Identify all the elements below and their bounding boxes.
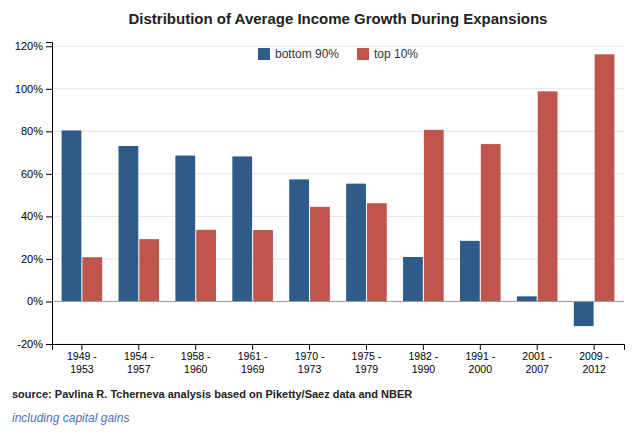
y-tick-mark [46,216,52,217]
x-tick-label: 2009 -2012 [579,350,609,374]
bar [196,230,216,302]
y-tick-mark [46,259,52,260]
x-tick-mark [537,344,538,350]
y-axis-line [46,43,53,345]
y-tick: 100% [15,83,52,95]
series [62,130,594,326]
annotation: including capital gains [12,411,129,425]
y-tick-mark [46,46,52,47]
bar [310,207,330,302]
x-tick-label: 1954 -1957 [124,350,154,374]
x-tick-mark [138,344,139,350]
x-tick: 2009 -2012 [579,344,609,375]
annotation: source: Pavlina R. Tcherneva analysis ba… [12,388,412,400]
y-tick-mark [46,344,52,345]
legend-swatch [258,48,270,60]
legend: bottom 90% top 10% [258,47,418,61]
x-tick-label: 1958 -1960 [181,350,211,374]
legend-label: bottom 90% [275,47,339,61]
bar [139,239,159,301]
bar [481,144,501,301]
bar [460,241,480,302]
bar [517,296,537,301]
bar [289,179,309,301]
y-tick-label: 60% [21,168,43,180]
x-tick-mark [195,344,196,350]
x-tick-mark [252,344,253,350]
title: Distribution of Average Income Growth Du… [129,10,548,27]
bar [367,203,387,301]
x-tick: 2001 -2007 [522,344,552,375]
bar [538,91,558,301]
legend-label: top 10% [374,47,418,61]
y-tick: -20% [17,338,52,350]
x-tick-label: 1991 -2000 [465,350,495,374]
bar [118,146,138,301]
x-tick: 1982 -1990 [408,344,438,375]
y-tick-label: 0% [27,295,43,307]
x-tick-label: 1975 -1979 [352,350,382,374]
y-tick-label: 120% [15,40,43,52]
grid-line [52,88,624,89]
x-tick-label: 1982 -1990 [408,350,438,374]
bar [346,184,366,302]
zero-line [52,301,624,302]
grid-line [52,301,624,302]
x-tick-mark [423,344,424,350]
bar [175,156,195,302]
x-tick: 1970 -1973 [295,344,325,375]
bar [424,130,444,302]
y-axis: -20% 0% 20% 40% 60% 80% 100% 120% [15,40,53,350]
legend-item: bottom 90% [258,47,339,61]
bar [62,130,82,301]
bar [403,257,423,301]
y-tick-label: 80% [21,125,43,137]
y-tick-mark [46,89,52,90]
x-tick-mark [594,344,595,350]
bar [253,230,273,301]
bar [574,301,594,326]
x-tick: 1975 -1979 [352,344,382,375]
x-tick: 1958 -1960 [181,344,211,375]
x-tick-mark [366,344,367,350]
legend-item: top 10% [357,47,418,61]
plot: -20% 0% 20% 40% 60% 80% 100% 120% 1949 -1953 1954… [15,40,625,374]
x-tick: 1961 -1969 [238,344,268,375]
y-tick: 40% [21,210,52,222]
y-tick-label: -20% [17,338,43,350]
x-axis-line [53,345,625,351]
grid [52,46,624,344]
x-tick: 1954 -1957 [124,344,154,375]
x-tick-mark [81,344,82,350]
x-tick-mark [309,344,310,350]
x-tick-label: 2001 -2007 [522,350,552,374]
y-tick-mark [46,301,52,302]
y-tick: 120% [15,40,52,52]
bar [232,156,252,301]
x-tick-label: 1949 -1953 [67,350,97,374]
x-tick: 1991 -2000 [465,344,495,375]
y-tick: 20% [21,253,52,265]
x-tick-label: 1970 -1973 [295,350,325,374]
y-tick-mark [46,174,52,175]
x-axis: 1949 -1953 1954 -1957 1958 -1960 1961 -1969… [53,344,625,375]
y-tick-label: 20% [21,253,43,265]
series [82,54,614,301]
y-tick: 60% [21,168,52,180]
x-tick-mark [480,344,481,350]
x-tick: 1949 -1953 [67,344,97,375]
y-tick: 80% [21,125,52,137]
x-tick-label: 1961 -1969 [238,350,268,374]
bars [62,54,615,326]
y-tick-mark [46,131,52,132]
y-tick-label: 100% [15,83,43,95]
y-tick: 0% [27,295,52,307]
bar [82,257,102,301]
y-tick-label: 40% [21,210,43,222]
chart: Distribution of Average Income Growth Du… [0,0,640,436]
bar [595,54,615,301]
legend-swatch [357,48,369,60]
